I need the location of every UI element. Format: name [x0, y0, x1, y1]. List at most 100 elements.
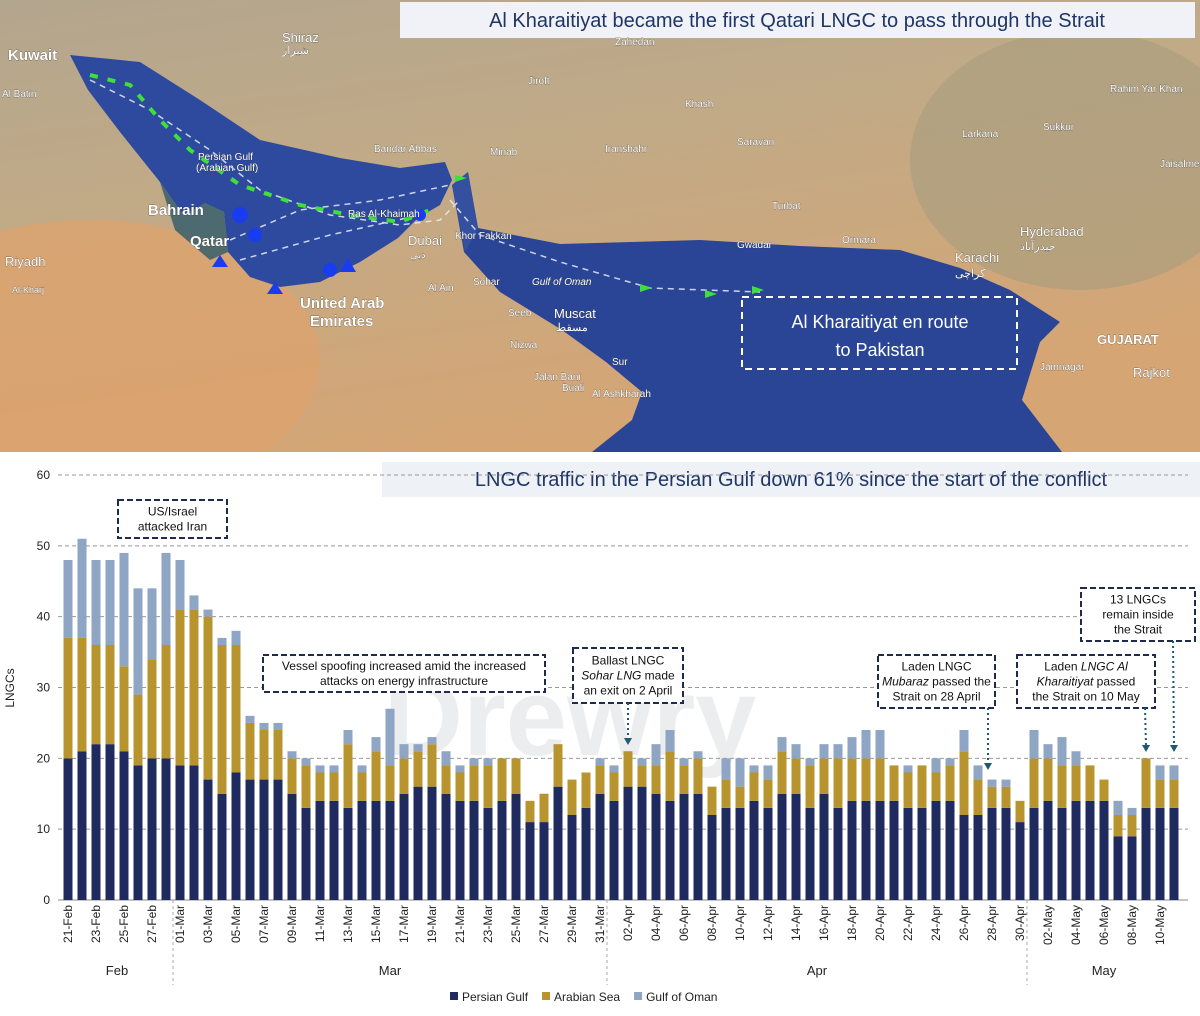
bar-segment	[1001, 779, 1011, 787]
bar-segment	[875, 800, 885, 900]
bar-segment	[595, 793, 605, 900]
bar-segment	[287, 758, 297, 794]
annotation-segment: attacked Iran	[138, 520, 207, 534]
annotation-segment: Kharaitiyat	[1037, 675, 1094, 689]
bar-segment	[749, 800, 759, 900]
bar-segment	[959, 751, 969, 815]
annotation-text: Sohar LNG made	[581, 669, 675, 683]
bar-segment	[637, 786, 647, 900]
bar-segment	[203, 609, 213, 617]
month-label: May	[1092, 963, 1117, 978]
bar-segment	[175, 765, 185, 900]
bar-segment	[833, 758, 843, 808]
bar-segment	[777, 737, 787, 752]
place-label: Jiroft	[528, 76, 550, 87]
place-label: Buali	[562, 383, 584, 394]
annotation-text: Ballast LNGC	[592, 654, 665, 668]
bar-segment	[483, 765, 493, 808]
bar-segment	[917, 765, 927, 808]
bar-segment	[1029, 807, 1039, 900]
x-tick-label: 27-Mar	[537, 905, 551, 943]
bar-segment	[455, 765, 465, 773]
bar-segment	[287, 751, 297, 759]
legend-swatch	[542, 992, 551, 1000]
vessel	[212, 255, 228, 267]
persian-gulf	[70, 55, 452, 287]
bar-segment	[665, 751, 675, 801]
bar-segment	[273, 779, 283, 900]
bar-segment	[1099, 800, 1109, 900]
bar-segment	[805, 807, 815, 900]
bar-segment	[567, 815, 577, 900]
bar-segment	[931, 772, 941, 801]
bar-segment	[175, 560, 185, 610]
bar-segment	[147, 588, 157, 660]
bar-segment	[553, 786, 563, 900]
x-tick-label: 25-Feb	[117, 905, 131, 943]
bar-segment	[539, 822, 549, 900]
bar-segment	[651, 793, 661, 900]
bar-segment	[735, 807, 745, 900]
place-label: GUJARAT	[1097, 332, 1159, 347]
bar-segment	[301, 758, 311, 766]
bar-segment	[105, 744, 115, 900]
place-label: Sohar	[473, 277, 500, 288]
month-label: Feb	[106, 963, 128, 978]
x-tick-label: 08-May	[1125, 905, 1139, 945]
bar-segment	[903, 807, 913, 900]
place-label: United Arab	[300, 295, 384, 312]
place-label: Kuwait	[8, 47, 57, 64]
bar-segment	[413, 786, 423, 900]
annotation-segment: LNGC Al	[1081, 660, 1128, 674]
place-label: Turbat	[772, 201, 801, 212]
bar-segment	[385, 765, 395, 801]
x-tick-label: 13-Mar	[341, 905, 355, 943]
annotation-arrow	[1144, 707, 1147, 747]
place-label: حيدرآباد	[1020, 240, 1056, 253]
x-tick-label: 30-Apr	[1013, 905, 1027, 941]
annotation-box	[117, 499, 228, 539]
bar-segment	[525, 800, 535, 823]
x-tick-label: 01-Mar	[173, 905, 187, 943]
bar-segment	[959, 730, 969, 752]
bar-segment	[623, 751, 633, 787]
place-label: Sukkur	[1043, 122, 1075, 133]
place-label: Bahrain	[148, 202, 204, 219]
vessel	[323, 263, 337, 277]
bar-segment	[385, 800, 395, 900]
bar-segment	[497, 758, 507, 801]
bar-segment	[917, 807, 927, 900]
bar-segment	[1071, 751, 1081, 766]
x-tick-label: 06-May	[1097, 905, 1111, 945]
bar-segment	[609, 765, 619, 773]
bar-segment	[413, 751, 423, 787]
month-label: Apr	[807, 963, 828, 978]
strait	[452, 172, 478, 252]
bar-segment	[427, 744, 437, 787]
bar-segment	[189, 595, 199, 610]
bar-segment	[63, 637, 73, 759]
place-label: Muscat	[554, 306, 596, 321]
bar-segment	[889, 765, 899, 801]
bar-segment	[133, 588, 143, 695]
bar-segment	[1043, 800, 1053, 900]
x-tick-label: 31-Mar	[593, 905, 607, 943]
annotation-text: Laden LNGC	[901, 660, 971, 674]
callout-text: to Pakistan	[835, 340, 924, 360]
bar-segment	[749, 765, 759, 773]
x-tick-label: 05-Mar	[229, 905, 243, 943]
y-tick-label: 60	[37, 468, 51, 482]
bar-segment	[707, 815, 717, 900]
bar-segment	[539, 793, 549, 823]
place-label: Saravan	[737, 137, 774, 148]
place-label: Rajkot	[1133, 365, 1170, 380]
bar-segment	[119, 552, 129, 667]
month-label: Mar	[379, 963, 402, 978]
bar-segment	[77, 538, 87, 638]
bar-segment	[483, 758, 493, 766]
annotation-text: the Strait on 10 May	[1032, 690, 1139, 704]
bar-segment	[679, 793, 689, 900]
x-tick-label: 11-Mar	[313, 905, 327, 942]
bar-segment	[455, 772, 465, 801]
annotation-box	[877, 654, 996, 709]
